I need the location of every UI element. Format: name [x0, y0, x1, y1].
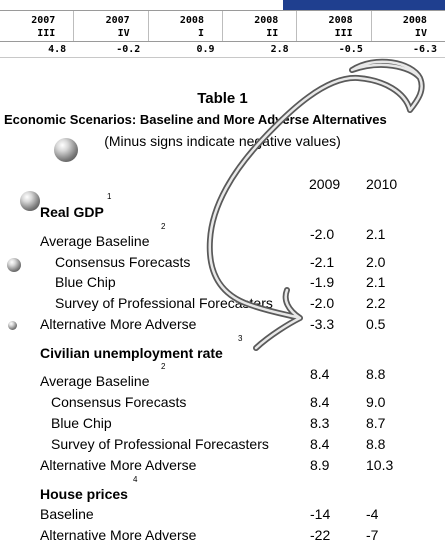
value-2009: -22	[310, 527, 331, 543]
quarter-header: 2008 IV	[370, 11, 445, 41]
value-2010: 0.5	[366, 316, 386, 332]
row-label: Alternative More Adverse	[40, 527, 197, 543]
row-label: Average Baseline	[40, 233, 150, 249]
quarter-header: 2007 III	[31, 15, 56, 39]
footnote-marker: 2	[161, 362, 166, 371]
footnote-marker: 2	[161, 222, 166, 231]
row-label: Blue Chip	[55, 274, 116, 290]
row-label: Alternative More Adverse	[40, 316, 197, 332]
row-label: Baseline	[40, 506, 94, 522]
footnote-marker: 4	[133, 475, 138, 484]
value-2009: 8.4	[310, 436, 330, 452]
header-accent-bar	[283, 0, 445, 10]
table-note: (Minus signs indicate negative values)	[104, 133, 341, 149]
sphere-decoration	[54, 138, 78, 162]
quarter-value: -0.5	[338, 44, 363, 55]
value-2010: 10.3	[366, 457, 394, 473]
value-2010: 8.7	[366, 415, 386, 431]
quarter-value: 0.9	[196, 44, 215, 55]
value-2009: 8.4	[310, 366, 330, 382]
quarterly-header-row: 2007 III 2007 IV 2008 I 2008 II 2008 III 2008…	[0, 10, 445, 42]
value-2010: 2.1	[366, 226, 386, 242]
value-2010: 2.1	[366, 274, 386, 290]
value-2009: -3.3	[310, 316, 335, 332]
row-label: Consensus Forecasts	[51, 394, 187, 410]
quarter-header: 2008 I	[147, 11, 222, 41]
value-2009: -1.9	[310, 274, 335, 290]
row-label: Average Baseline	[40, 373, 150, 389]
quarter-value: -6.3	[412, 44, 438, 55]
section-heading-unemployment: Civilian unemployment rate	[40, 345, 223, 361]
value-2009: -2.1	[310, 254, 335, 270]
value-2009: 8.9	[310, 457, 330, 473]
footnote-marker: 3	[238, 334, 243, 343]
year-header-2009: 2009	[309, 176, 341, 192]
value-2009: 8.3	[310, 415, 330, 431]
table-title: Table 1	[197, 90, 248, 107]
row-label: Blue Chip	[51, 415, 112, 431]
value-2010: 2.0	[366, 254, 386, 270]
value-2010: -4	[366, 506, 379, 522]
value-2009: -14	[310, 506, 331, 522]
sphere-decoration	[8, 321, 17, 330]
value-2010: 2.2	[366, 295, 386, 311]
value-2010: 8.8	[366, 436, 386, 452]
quarter-header: 2008 II	[221, 11, 296, 41]
row-label: Survey of Professional Forecasters	[51, 436, 269, 452]
sphere-decoration	[20, 191, 40, 211]
quarter-value: 4.8	[48, 44, 67, 55]
quarter-value: -0.2	[116, 44, 141, 55]
table-subtitle: Economic Scenarios: Baseline and More Ad…	[4, 112, 387, 127]
row-label: Survey of Professional Forecasters	[55, 295, 273, 311]
year-header-2010: 2010	[366, 176, 398, 192]
quarter-header: 2007 IV	[73, 11, 147, 41]
row-label: Consensus Forecasts	[55, 254, 191, 270]
quarter-header: 2008 III	[296, 11, 370, 41]
quarterly-table: 2007 III 2007 IV 2008 I 2008 II 2008 III 2008…	[0, 0, 445, 59]
value-2009: -2.0	[310, 295, 335, 311]
footnote-marker: 1	[107, 192, 112, 201]
section-heading-real-gdp: Real GDP	[40, 204, 104, 220]
quarter-value: 2.8	[270, 44, 289, 55]
value-2010: 8.8	[366, 366, 386, 382]
value-2010: -7	[366, 527, 379, 543]
quarterly-values-row: 4.8 -0.2 0.9 2.8 -0.5 -6.3	[0, 42, 445, 58]
value-2010: 9.0	[366, 394, 386, 410]
section-heading-house-prices: House prices	[40, 486, 128, 502]
sphere-decoration	[7, 258, 21, 272]
value-2009: 8.4	[310, 394, 330, 410]
value-2009: -2.0	[310, 226, 335, 242]
row-label: Alternative More Adverse	[40, 457, 197, 473]
